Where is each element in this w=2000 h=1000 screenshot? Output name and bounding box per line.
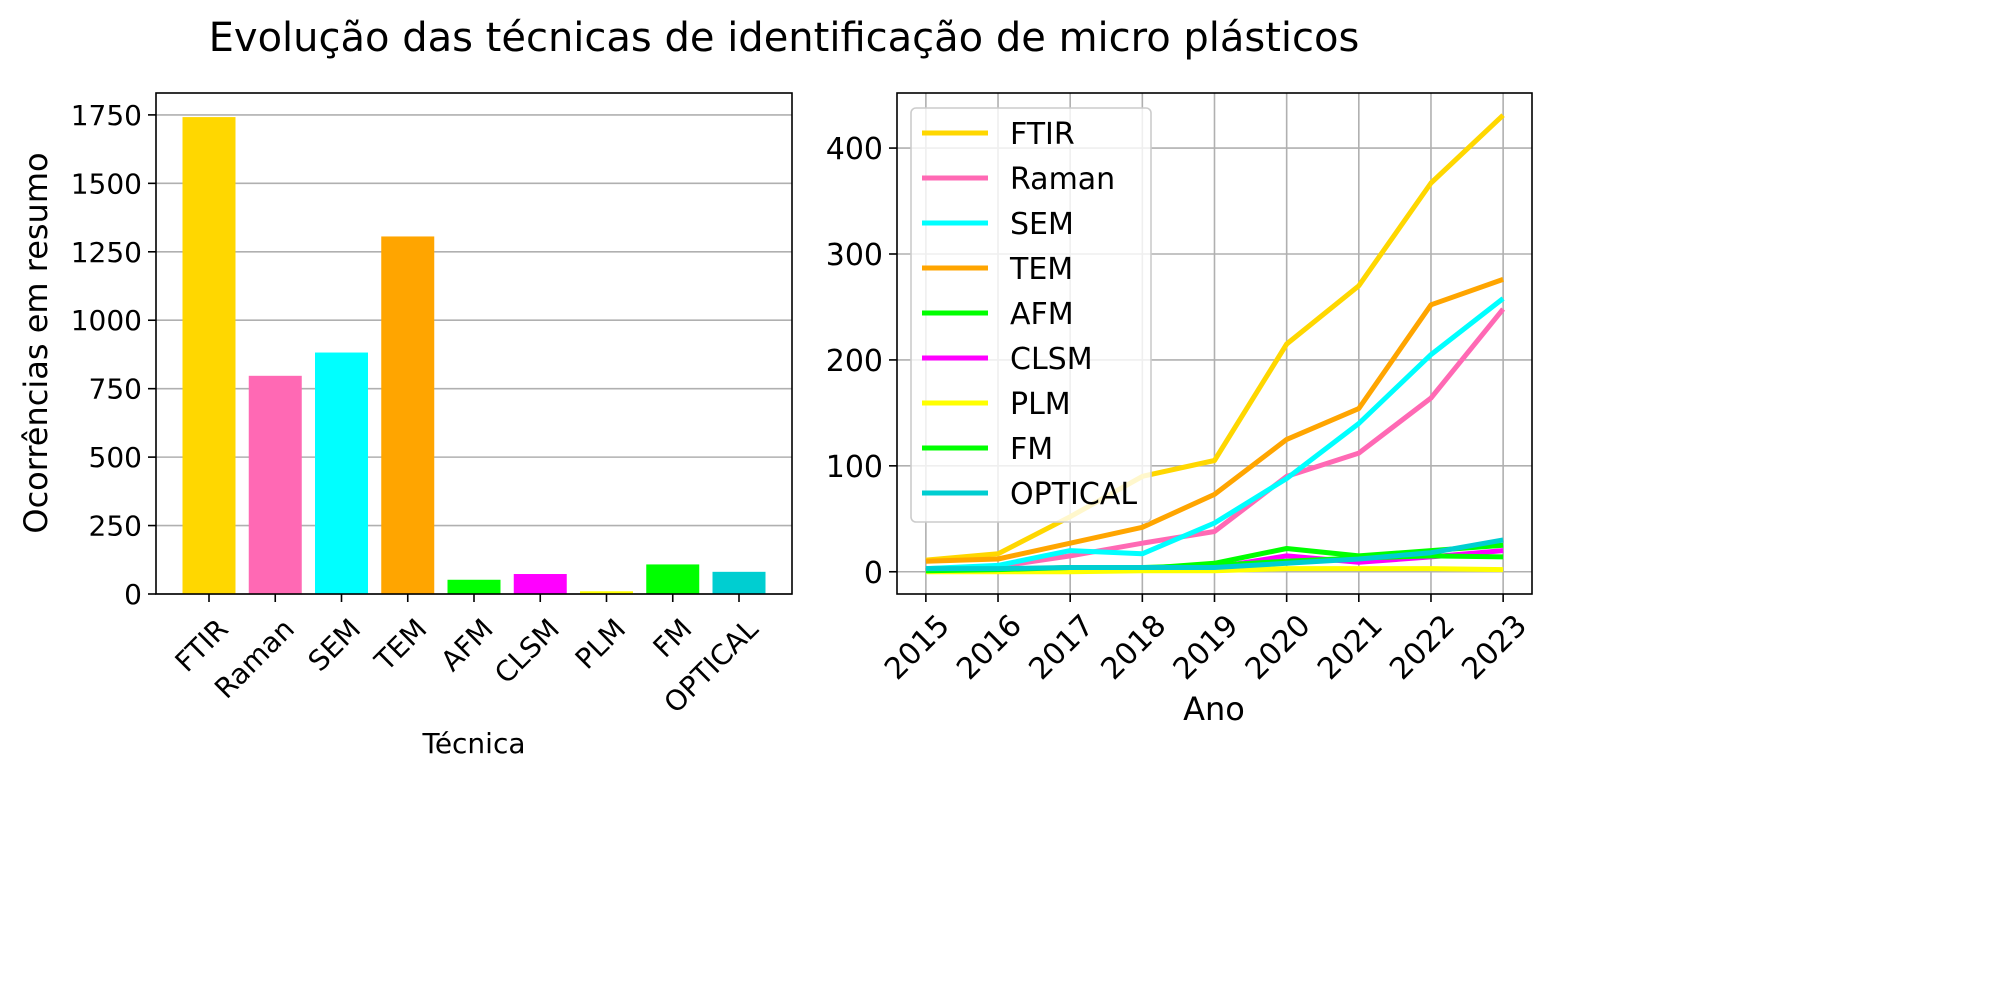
line-legend: FTIR Raman SEM TEM AFM CLSM PLM FM OPTICAL <box>910 107 1152 523</box>
bar-sem <box>315 352 368 594</box>
bar-afm <box>447 579 501 594</box>
line-series-sem <box>925 296 1505 572</box>
line-series-plm <box>925 566 1504 575</box>
line-series-optical <box>925 537 1504 572</box>
line-series-ftir <box>925 113 1505 563</box>
bar-series <box>182 117 766 595</box>
bar-y-tick-label: 1250 <box>71 236 142 269</box>
line-y-tick-label: 400 <box>826 132 883 167</box>
line-y-tick-label: 0 <box>864 556 883 591</box>
bar-clsm <box>513 574 567 594</box>
bar-plm <box>580 591 633 594</box>
line-y-tick-label: 200 <box>826 344 883 379</box>
bar-y-tick-label: 1000 <box>71 304 142 337</box>
legend-label-raman: Raman <box>1010 162 1115 197</box>
line-y-tick-label: 300 <box>826 238 883 273</box>
bar-y-tick-label: 250 <box>89 510 142 543</box>
line-y-tick-label: 100 <box>826 450 883 485</box>
figure-canvas: Evolução das técnicas de identificação d… <box>17 15 1535 760</box>
bar-raman <box>248 375 302 594</box>
bar-y-tick-label: 1500 <box>71 167 142 200</box>
line-series-group <box>925 113 1506 575</box>
bar-tem <box>381 236 435 594</box>
figure-title: Evolução das técnicas de identificação d… <box>209 15 1360 61</box>
legend-label-plm: PLM <box>1010 387 1071 422</box>
line-series-tem <box>925 277 1504 564</box>
bar-y-axis-label: Ocorrências em resumo <box>17 152 55 533</box>
line-x-axis-label: Ano <box>1183 690 1245 728</box>
bar-y-tick-label: 750 <box>89 373 142 406</box>
legend-label-sem: SEM <box>1010 207 1074 242</box>
legend-label-optical: OPTICAL <box>1010 477 1137 512</box>
legend-label-clsm: CLSM <box>1010 342 1093 377</box>
legend-label-afm: AFM <box>1010 297 1074 332</box>
bar-y-tick-label: 0 <box>124 578 142 611</box>
bar-y-tick-label: 1750 <box>71 99 142 132</box>
bar-x-axis-label: Técnica <box>421 727 525 760</box>
bar-ftir <box>182 117 236 595</box>
legend-label-tem: TEM <box>1009 252 1073 287</box>
bar-y-ticks: 0 250 500 750 1000 1250 1500 1750 <box>71 99 156 611</box>
figure: Evolução das técnicas de identificação d… <box>17 15 1535 760</box>
bar-optical <box>712 571 766 594</box>
bar-fm <box>646 564 700 594</box>
legend-label-ftir: FTIR <box>1010 117 1075 152</box>
legend-label-fm: FM <box>1010 432 1053 467</box>
line-y-ticks: 0 100 200 300 400 <box>826 132 897 591</box>
legend-frame <box>910 107 1152 523</box>
bar-y-tick-label: 500 <box>89 441 142 474</box>
